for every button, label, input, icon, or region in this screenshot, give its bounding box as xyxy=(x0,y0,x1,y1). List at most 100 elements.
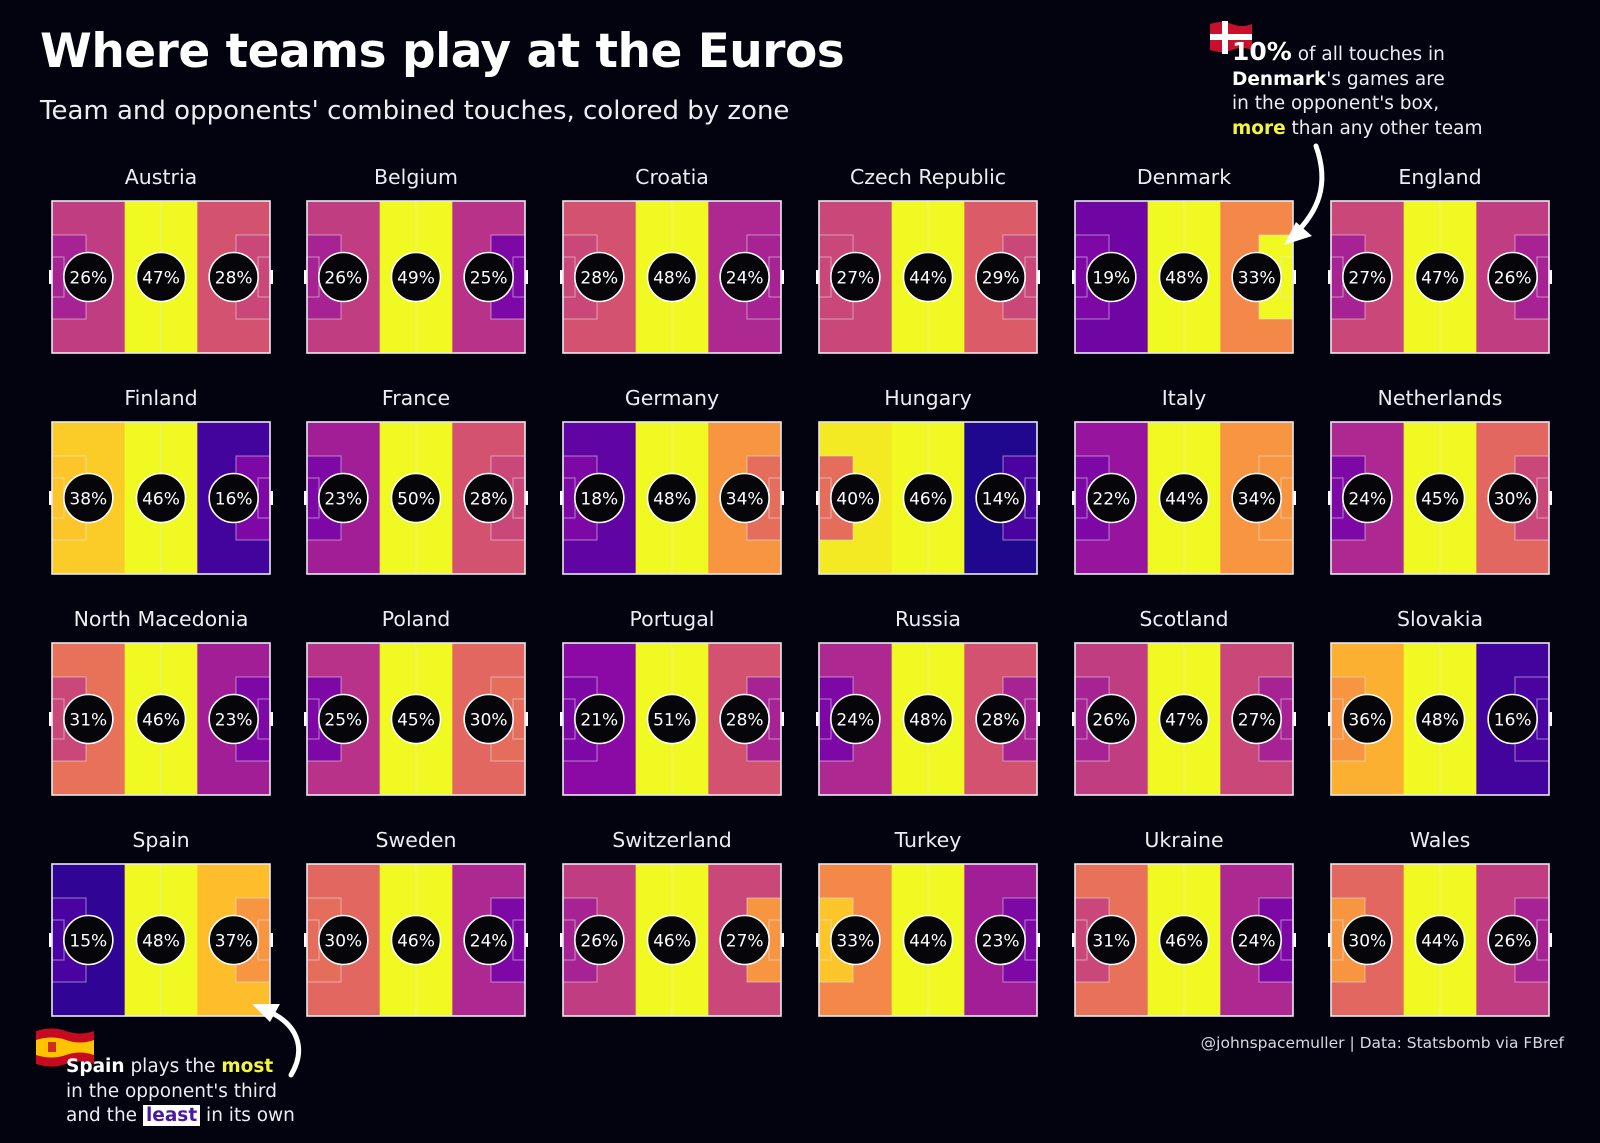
zone-value-label: 34% xyxy=(1238,490,1276,510)
zone-value-label: 38% xyxy=(69,490,107,510)
zone-value-label: 28% xyxy=(726,711,764,731)
opponent-goal xyxy=(270,712,273,726)
own-goal xyxy=(304,270,307,284)
opponent-goal xyxy=(525,270,528,284)
spain-annotation: Spain plays the most in the opponent's t… xyxy=(66,1056,295,1126)
zone-value-circle xyxy=(1231,914,1282,966)
own-goal xyxy=(560,712,563,726)
chart-subtitle: Team and opponents' combined touches, co… xyxy=(40,96,790,126)
pitch-wales: Wales 30% 44% 26% xyxy=(1328,828,1552,1017)
zone-value-label: 30% xyxy=(324,932,362,952)
pitch-germany: Germany 18% 48% 34% xyxy=(560,386,784,575)
zone-value-circle xyxy=(318,914,369,966)
zone-value-circle xyxy=(135,251,187,303)
pitch-turkey: Turkey 33% 44% 23% xyxy=(816,828,1040,1017)
own-goal xyxy=(304,712,307,726)
zone-value-circle xyxy=(1086,251,1137,303)
zone-value-circle xyxy=(1158,251,1210,303)
pitch-border xyxy=(1330,642,1550,796)
zone-value-circle xyxy=(1342,914,1393,966)
zone-value-circle xyxy=(1158,693,1210,745)
zone-value-label: 36% xyxy=(1348,711,1386,731)
zone-value-label: 31% xyxy=(69,711,107,731)
pitch-denmark: Denmark 19% 48% 33% xyxy=(1072,165,1296,354)
own-goal xyxy=(816,491,819,505)
spain-arrow xyxy=(265,1008,302,1078)
zone-value-label: 26% xyxy=(1494,269,1532,289)
own-goal xyxy=(1328,270,1331,284)
team-name-label: Turkey xyxy=(894,828,962,852)
pitch-border xyxy=(818,200,1038,354)
opponent-goal xyxy=(1037,270,1040,284)
pitch-border xyxy=(562,200,782,354)
pitch-border xyxy=(818,421,1038,575)
zone-value-circle xyxy=(463,472,514,524)
zone-value-circle xyxy=(1487,472,1538,524)
team-name-label: Poland xyxy=(382,607,450,631)
zone-value-circle xyxy=(1414,251,1466,303)
zone-value-label: 45% xyxy=(1421,490,1459,510)
zone-value-circle xyxy=(318,251,369,303)
pitch-border xyxy=(1074,421,1294,575)
zone-value-label: 30% xyxy=(1348,932,1386,952)
team-name-label: North Macedonia xyxy=(74,607,249,631)
zone-value-circle xyxy=(574,472,625,524)
zone-value-label: 48% xyxy=(653,269,691,289)
team-name-label: Russia xyxy=(895,607,961,631)
pitch-france: France 23% 50% 28% xyxy=(304,386,528,575)
zone-value-label: 27% xyxy=(1348,269,1386,289)
pitch-czech-republic: Czech Republic 27% 44% 29% xyxy=(816,165,1040,354)
team-name-label: Finland xyxy=(124,386,197,410)
pitch-netherlands: Netherlands 24% 45% 30% xyxy=(1328,386,1552,575)
own-goal xyxy=(1328,933,1331,947)
opponent-goal xyxy=(781,712,784,726)
zone-value-circle xyxy=(830,914,881,966)
pitch-ukraine: Ukraine 31% 46% 24% xyxy=(1072,828,1296,1017)
zone-value-label: 37% xyxy=(215,932,253,952)
own-goal xyxy=(560,933,563,947)
zone-value-label: 21% xyxy=(580,711,618,731)
opponent-goal xyxy=(1293,491,1296,505)
zone-value-label: 26% xyxy=(580,932,618,952)
pitch-hungary: Hungary 40% 46% 14% xyxy=(816,386,1040,575)
opponent-goal xyxy=(781,270,784,284)
zone-value-label: 16% xyxy=(215,490,253,510)
zone-value-label: 27% xyxy=(836,269,874,289)
pitch-slovakia: Slovakia 36% 48% 16% xyxy=(1328,607,1552,796)
team-name-label: Switzerland xyxy=(612,828,732,852)
zone-value-circle xyxy=(719,914,770,966)
zone-value-label: 28% xyxy=(470,490,508,510)
team-name-label: Germany xyxy=(625,386,719,410)
zone-value-circle xyxy=(463,251,514,303)
pitch-border xyxy=(1074,642,1294,796)
pitch-border xyxy=(1074,863,1294,1017)
credit: @johnspacemuller | Data: Statsbomb via F… xyxy=(1200,1034,1564,1052)
zone-value-label: 14% xyxy=(982,490,1020,510)
zone-value-label: 46% xyxy=(1165,932,1203,952)
pitch-england: England 27% 47% 26% xyxy=(1328,165,1552,354)
team-name-label: Ukraine xyxy=(1144,828,1223,852)
zone-value-circle xyxy=(390,914,442,966)
zone-value-circle xyxy=(1414,693,1466,745)
own-goal xyxy=(816,712,819,726)
own-goal xyxy=(49,712,52,726)
zone-value-label: 24% xyxy=(1238,932,1276,952)
zone-value-label: 44% xyxy=(909,932,947,952)
opponent-goal xyxy=(781,491,784,505)
team-name-label: Wales xyxy=(1410,828,1471,852)
zone-value-circle xyxy=(830,693,881,745)
pitch-border xyxy=(562,421,782,575)
zone-value-label: 47% xyxy=(1165,711,1203,731)
zone-value-label: 44% xyxy=(909,269,947,289)
zone-value-label: 24% xyxy=(836,711,874,731)
zone-value-label: 26% xyxy=(69,269,107,289)
zone-value-circle xyxy=(646,914,698,966)
zone-value-label: 46% xyxy=(142,711,180,731)
own-goal xyxy=(1072,491,1075,505)
zone-value-label: 26% xyxy=(1494,932,1532,952)
zone-value-label: 25% xyxy=(470,269,508,289)
pitch-croatia: Croatia 28% 48% 24% xyxy=(560,165,784,354)
denmark-arrow xyxy=(1290,143,1325,239)
zone-value-circle xyxy=(208,251,259,303)
zone-value-circle xyxy=(463,914,514,966)
